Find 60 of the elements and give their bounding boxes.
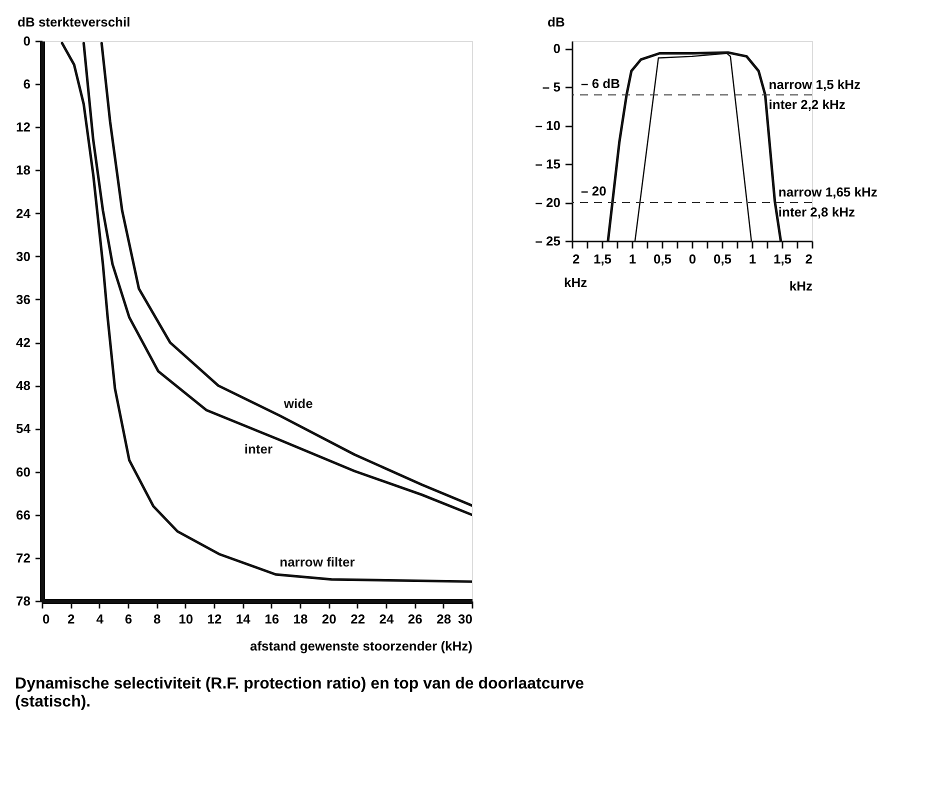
x-axis-title: afstand gewenste stoorzender (kHz) bbox=[250, 638, 472, 654]
x-tick-label: 0 bbox=[42, 612, 50, 626]
y-tick-label: 78 bbox=[16, 594, 30, 608]
x-tick-label: 26 bbox=[408, 612, 422, 626]
x-tick-label: 4 bbox=[96, 612, 104, 626]
y-tick-label: 66 bbox=[16, 507, 30, 522]
y-tick-label: 36 bbox=[16, 292, 30, 307]
y-tick-label: 60 bbox=[16, 464, 30, 480]
annotation: inter 2,8 kHz bbox=[778, 204, 856, 220]
y-tick-label: 54 bbox=[16, 421, 32, 436]
x-tick-label: 0,5 bbox=[713, 252, 732, 266]
y-tick-label: 18 bbox=[16, 162, 30, 178]
x-tick-label: 0,5 bbox=[653, 252, 672, 266]
x-tick-label: 12 bbox=[207, 612, 222, 626]
y-tick-label: 6 bbox=[23, 76, 30, 92]
x-tick-label: 14 bbox=[236, 612, 252, 626]
y-tick-label: 0 bbox=[23, 34, 30, 48]
x-tick-label: 1,5 bbox=[773, 252, 792, 266]
y-tick-label: 12 bbox=[16, 120, 30, 135]
x-tick-label: 0 bbox=[688, 252, 696, 266]
y-tick-label: 0 bbox=[553, 41, 560, 56]
y-tick-label: 24 bbox=[16, 206, 32, 221]
x-tick-label: 8 bbox=[154, 612, 161, 626]
y-tick-label: – 25 bbox=[535, 234, 560, 248]
x-tick-label: 10 bbox=[178, 612, 194, 626]
annotation: narrow 1,65 kHz bbox=[778, 184, 878, 200]
series-label: wide bbox=[282, 396, 313, 411]
y-axis-title: dB sterkteverschil bbox=[18, 14, 130, 30]
y-tick-label: 48 bbox=[16, 378, 30, 394]
x-tick-label: 1 bbox=[628, 252, 636, 266]
y-tick-label: – 10 bbox=[535, 118, 560, 134]
x-tick-label: 1 bbox=[748, 252, 756, 266]
text: Dynamische selectiviteit (R.F. protection ratio) en top van de doorlaatcurve (statisch). bbox=[15, 676, 584, 710]
x-tick-label: 1,5 bbox=[593, 252, 612, 266]
ref-line-label: – 6 dB bbox=[581, 76, 620, 91]
x-tick-label: 2 bbox=[572, 252, 580, 266]
annotation: narrow 1,5 kHz bbox=[768, 76, 862, 92]
x-tick-label: 30 bbox=[458, 612, 472, 626]
x-tick-label: 16 bbox=[264, 612, 280, 626]
annotation: inter 2,2 kHz bbox=[768, 96, 846, 112]
text: kHz bbox=[564, 275, 588, 290]
x-tick-label: 24 bbox=[379, 612, 394, 626]
x-tick-label: 20 bbox=[322, 612, 336, 626]
x-tick-label: 6 bbox=[124, 612, 132, 626]
x-tick-label: 2 bbox=[805, 252, 812, 266]
y-tick-label: 42 bbox=[16, 335, 30, 350]
y-tick-label: 72 bbox=[16, 550, 30, 566]
x-tick-label: 28 bbox=[436, 612, 452, 626]
x-tick-label: 22 bbox=[350, 612, 366, 626]
line-series bbox=[60, 42, 472, 583]
series-label: inter bbox=[244, 441, 272, 456]
x-axis-title: kHz bbox=[789, 278, 813, 294]
series-label: narrow filter bbox=[280, 554, 355, 570]
x-tick-label: 18 bbox=[293, 612, 308, 626]
y-tick-label: – 20 bbox=[535, 195, 560, 210]
y-tick-label: – 5 bbox=[542, 80, 560, 95]
ref-line-label: – 20 bbox=[581, 184, 606, 199]
x-tick-label: 2 bbox=[68, 612, 75, 626]
y-axis-title: dB bbox=[548, 14, 565, 30]
y-tick-label: – 15 bbox=[535, 156, 560, 172]
